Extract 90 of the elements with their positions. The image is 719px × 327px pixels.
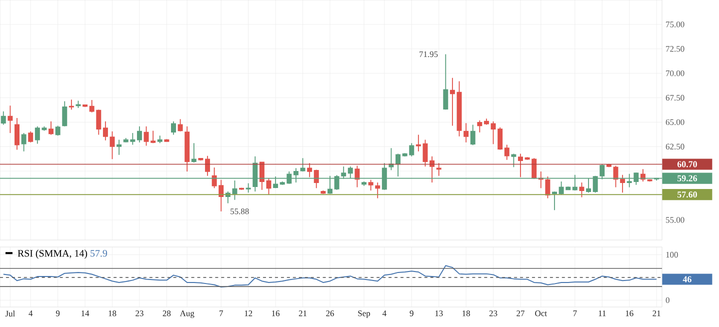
y-tick-label: 72.50 bbox=[666, 46, 684, 52]
x-tick-label: 16 bbox=[626, 310, 634, 316]
x-tick-label: 9 bbox=[410, 310, 414, 316]
y-tick-label: 55.00 bbox=[666, 217, 684, 223]
x-tick-label: 7 bbox=[573, 310, 577, 316]
candlestick bbox=[157, 135, 162, 144]
y-tick-label: 100 bbox=[666, 252, 678, 258]
x-tick-label: 12 bbox=[244, 310, 252, 316]
candlestick bbox=[205, 155, 210, 176]
candlestick bbox=[443, 54, 448, 110]
chart-subtitle: 57.9 bbox=[90, 250, 108, 257]
x-tick-label: 14 bbox=[82, 310, 90, 316]
candlestick bbox=[48, 120, 54, 136]
candlestick bbox=[518, 153, 523, 178]
candlestick bbox=[307, 162, 312, 178]
candlestick bbox=[14, 118, 20, 150]
text: 46 bbox=[682, 276, 692, 282]
y-tick-label: 70.00 bbox=[666, 70, 684, 76]
x-tick-label: 13 bbox=[435, 310, 443, 316]
x-tick-label: Aug bbox=[180, 310, 194, 318]
x-tick-label: 28 bbox=[162, 310, 171, 316]
candlestick bbox=[640, 168, 646, 182]
x-tick-label: 4 bbox=[382, 310, 386, 316]
candlestick bbox=[552, 191, 557, 211]
annotation: 71.95 bbox=[420, 51, 438, 58]
candlestick bbox=[354, 165, 360, 188]
x-tick-label: 27 bbox=[516, 310, 524, 316]
annotation: 55.88 bbox=[230, 208, 249, 214]
candlestick bbox=[116, 139, 122, 156]
ref-line-label: 59.26 bbox=[677, 175, 698, 182]
x-tick-label: 21 bbox=[652, 310, 660, 316]
ref-line-label: 60.70 bbox=[677, 161, 697, 168]
ref-line-label: 57.60 bbox=[677, 191, 697, 198]
x-tick-label: Jul bbox=[5, 310, 15, 316]
candlestick bbox=[0, 110, 6, 126]
candlestick bbox=[464, 122, 469, 143]
candlestick bbox=[314, 169, 319, 189]
x-tick-label: 11 bbox=[598, 310, 606, 316]
chart-title: RSI (SMMA, 14) bbox=[18, 250, 88, 259]
x-tick-label: 4 bbox=[28, 310, 33, 316]
candlestick bbox=[375, 182, 380, 199]
candlestick bbox=[477, 120, 482, 133]
candlestick bbox=[184, 126, 190, 172]
candlestick bbox=[430, 156, 435, 183]
x-tick-label: Sep bbox=[358, 310, 370, 318]
x-tick-label: 23 bbox=[489, 310, 498, 316]
candlestick bbox=[178, 118, 183, 132]
candlestick bbox=[450, 77, 455, 126]
candlestick bbox=[239, 187, 244, 190]
x-tick-label: 21 bbox=[298, 310, 306, 316]
candlestick bbox=[511, 153, 516, 168]
candlestick bbox=[198, 158, 204, 161]
candlestick bbox=[21, 132, 26, 152]
candlestick bbox=[259, 162, 264, 190]
candlestick bbox=[368, 179, 374, 191]
y-tick-label: 0 bbox=[666, 297, 670, 304]
candlestick bbox=[102, 120, 108, 141]
x-tick-label: 7 bbox=[220, 310, 223, 316]
candlestick bbox=[470, 124, 476, 146]
candlestick bbox=[136, 126, 142, 143]
candlestick bbox=[362, 181, 366, 186]
y-tick-label: 67.50 bbox=[666, 94, 684, 101]
candlestick bbox=[484, 118, 489, 126]
x-tick-label: Oct bbox=[535, 310, 547, 316]
candlestick bbox=[28, 130, 34, 143]
candlestick bbox=[545, 176, 550, 199]
x-tick-label: 18 bbox=[462, 310, 470, 316]
x-tick-label: 26 bbox=[326, 310, 334, 316]
x-tick-label: 18 bbox=[108, 310, 116, 316]
candlestick bbox=[246, 182, 251, 194]
candlestick bbox=[504, 144, 510, 160]
x-tick-label: 23 bbox=[136, 310, 144, 316]
candlestick bbox=[436, 162, 442, 176]
candlestick bbox=[110, 130, 115, 160]
x-tick-label: 16 bbox=[272, 310, 280, 316]
candlestick bbox=[82, 104, 88, 108]
candlestick bbox=[55, 125, 60, 136]
x-tick-label: 9 bbox=[56, 310, 60, 316]
y-tick-label: 62.50 bbox=[666, 144, 684, 150]
candlestick bbox=[191, 142, 196, 163]
candlestick bbox=[320, 190, 326, 194]
candlestick bbox=[620, 174, 626, 194]
candlestick bbox=[647, 178, 652, 182]
candlestick bbox=[68, 99, 74, 110]
candlestick bbox=[606, 163, 612, 168]
candlestick bbox=[171, 120, 176, 136]
candlestick bbox=[62, 100, 68, 127]
y-tick-label: 65.00 bbox=[666, 119, 684, 126]
candlestick bbox=[164, 138, 170, 142]
y-tick-label: 75.00 bbox=[666, 22, 684, 28]
